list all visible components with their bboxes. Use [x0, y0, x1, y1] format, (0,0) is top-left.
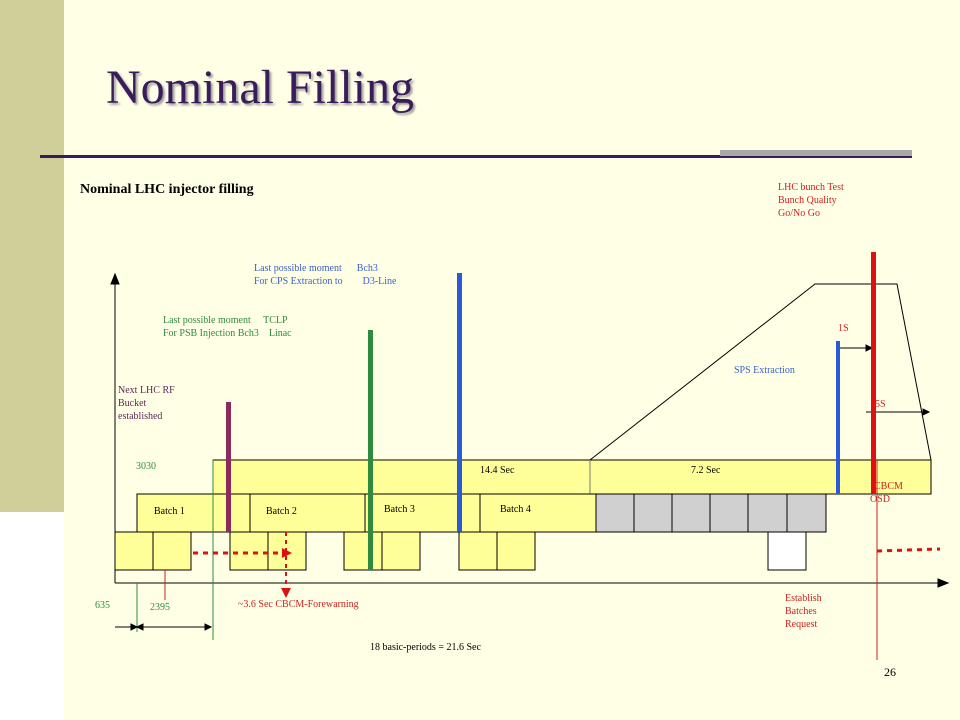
t2395-label: 2395	[150, 602, 170, 613]
marker-lhc-test	[871, 252, 876, 494]
cbcm-osd-label: CBCM OSD	[870, 481, 905, 505]
empty-slot	[595, 493, 635, 533]
page-number: 26	[884, 665, 896, 679]
pulse-box	[496, 531, 536, 571]
slide-title: Nominal Filling	[106, 61, 415, 114]
pulse-box-empty	[767, 531, 807, 571]
pulse-box	[343, 531, 383, 571]
t7-2-label: 7.2 Sec	[691, 465, 721, 476]
title-divider-grey	[720, 150, 912, 156]
t635-label: 635	[95, 600, 110, 611]
diagram-subtitle: Nominal LHC injector filling	[80, 182, 254, 197]
batch-slot-4	[479, 493, 597, 533]
pulse-box	[114, 531, 154, 571]
establish-dotted	[876, 547, 941, 553]
pulse-box	[152, 531, 192, 571]
reference-lines	[136, 460, 932, 660]
batch-slot-1	[136, 493, 251, 533]
marker-cps-extraction	[457, 273, 462, 532]
empty-slot	[671, 493, 711, 533]
one-s-label: 1S	[838, 323, 849, 334]
forewarning-label: ~3.6 Sec CBCM-Forewarning	[238, 599, 359, 610]
batch-row	[136, 493, 827, 533]
batch-slot-2	[249, 493, 366, 533]
pulse-box	[458, 531, 498, 571]
pulse-box	[229, 531, 269, 571]
pulse-boxes	[114, 531, 807, 571]
marker-next-rf	[226, 402, 231, 532]
cps-extraction-label: Last possible moment Bch3 For CPS Extrac…	[254, 263, 409, 287]
batch-label-2: Batch 2	[266, 506, 297, 517]
batch-label-1: Batch 1	[154, 506, 185, 517]
timeline-bar	[212, 459, 932, 495]
psb-injection-label: Last possible moment TCLP For PSB Inject…	[163, 315, 305, 339]
t3030-label: 3030	[136, 461, 156, 472]
empty-slot	[709, 493, 749, 533]
sps-ramp	[589, 283, 932, 461]
sps-extraction-label: SPS Extraction	[734, 365, 795, 376]
forewarning-arrow	[193, 532, 292, 598]
marker-sps-extraction	[836, 341, 840, 494]
batch-label-4: Batch 4	[500, 504, 531, 515]
empty-slot	[633, 493, 673, 533]
marker-psb-injection	[368, 330, 373, 570]
basic-periods-label: 18 basic-periods = 21.6 Sec	[370, 642, 481, 653]
pulse-box	[381, 531, 421, 571]
lhc-bunch-test-label: LHC bunch Test Bunch Quality Go/No Go	[778, 182, 846, 219]
five-s-label: 5S	[875, 399, 886, 410]
batch-slot-3	[364, 493, 481, 533]
title-divider	[40, 155, 912, 158]
sidebar-band	[0, 0, 64, 512]
empty-slot	[786, 493, 827, 533]
next-lhc-rf-label: Next LHC RF Bucket established	[118, 385, 177, 422]
establish-label: Establish Batches Request	[785, 593, 824, 630]
empty-slot	[747, 493, 788, 533]
batch-label-3: Batch 3	[384, 504, 415, 515]
t14-4-label: 14.4 Sec	[480, 465, 515, 476]
measure-arrows	[115, 344, 931, 631]
